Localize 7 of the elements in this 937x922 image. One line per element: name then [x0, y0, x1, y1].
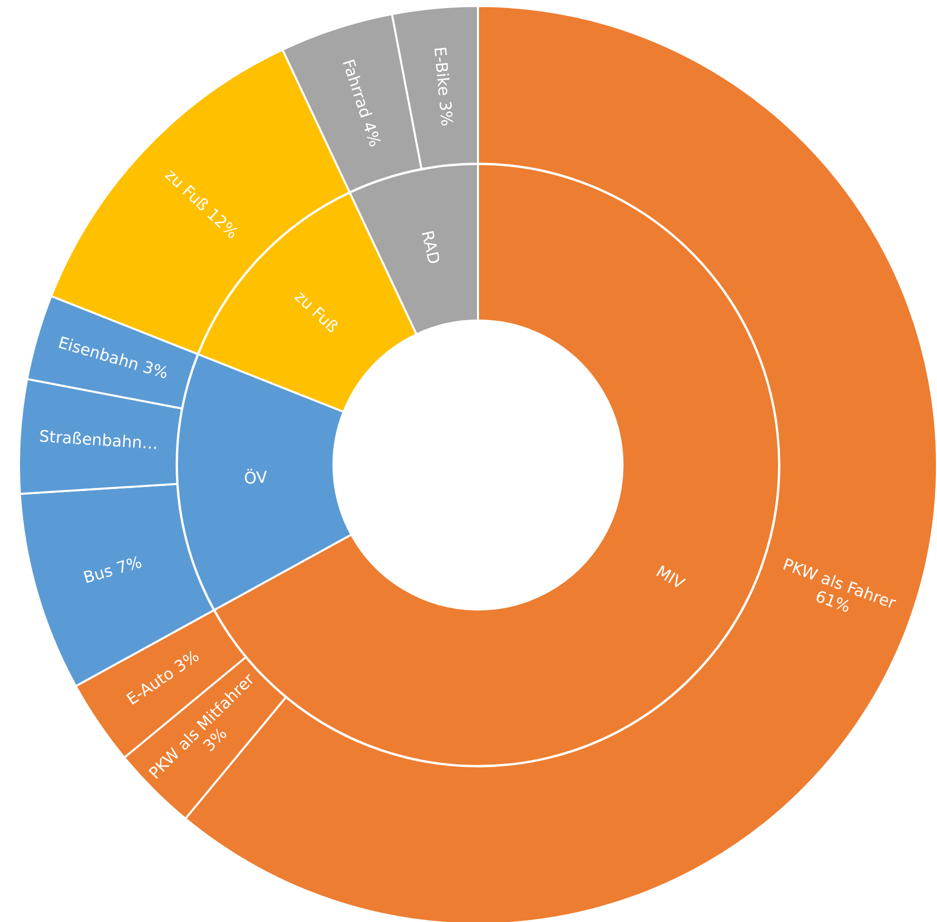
- slice-label: Straßenbahn…: [38, 426, 159, 454]
- slice-label: MIV: [652, 562, 688, 593]
- slice-label: ÖV: [243, 467, 268, 488]
- slice-label: Bus 7%: [81, 552, 144, 588]
- slice-label: zu Fuß: [291, 286, 342, 336]
- slice-label: E-Bike 3%: [430, 46, 457, 127]
- slice-label: RAD: [418, 228, 444, 266]
